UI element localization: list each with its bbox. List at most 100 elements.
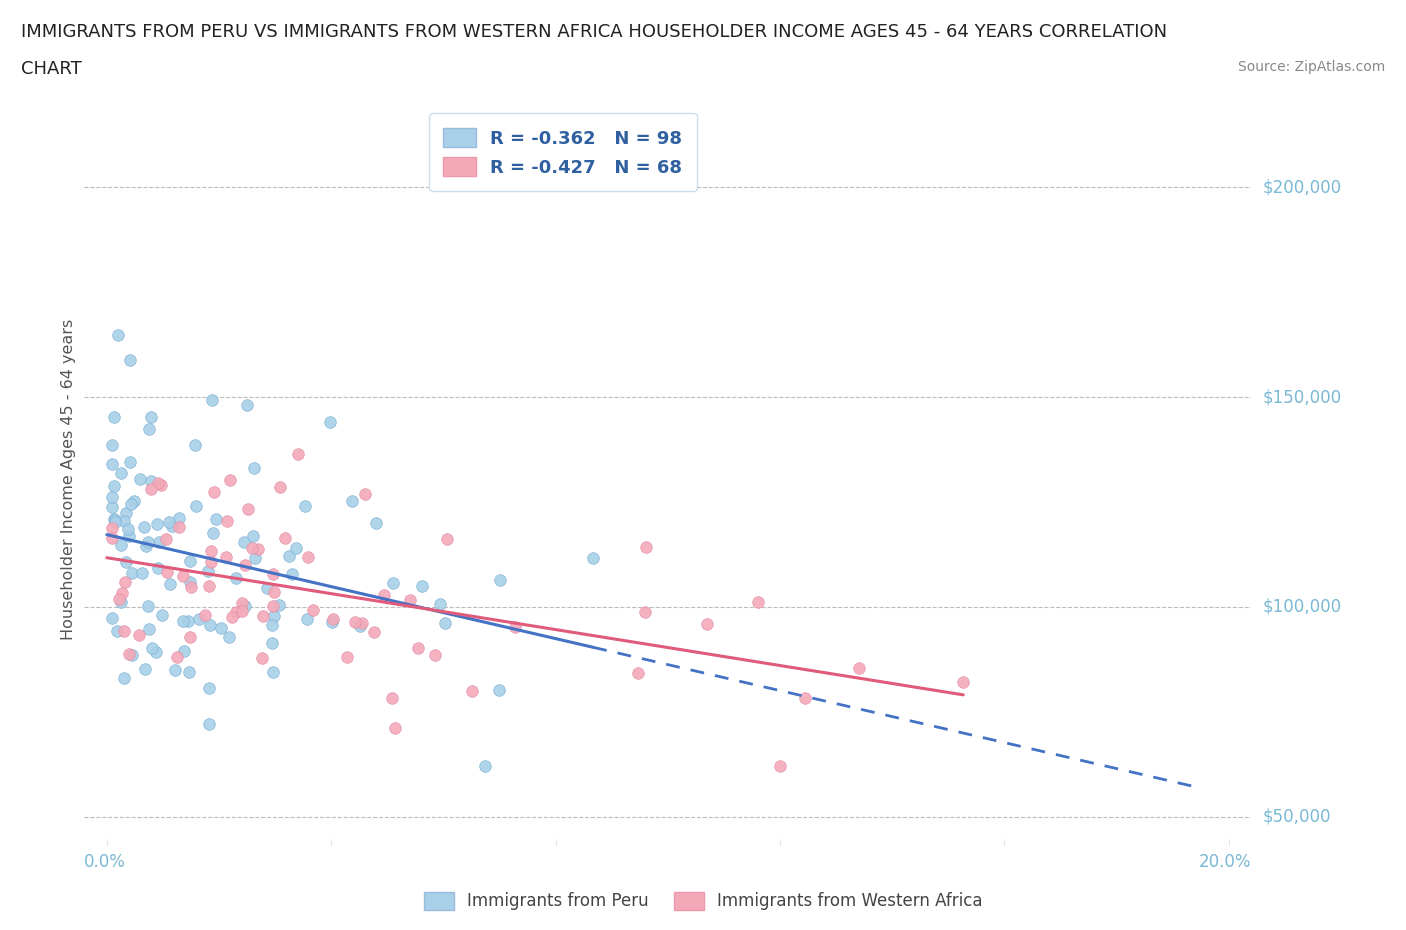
Point [179,553,201,568]
Point [114,574,136,589]
Point [252,651,274,666]
Point [243,551,266,565]
Legend: R = -0.362   N = 98, R = -0.427   N = 68: R = -0.362 N = 98, R = -0.427 N = 68 [429,113,697,191]
Point [101,489,124,504]
Point [121,565,143,580]
Point [110,466,132,481]
Point [336,649,359,664]
Point [114,554,136,569]
Text: 20.0%: 20.0% [1199,853,1251,870]
Point [101,499,124,514]
Point [180,579,202,594]
Point [114,506,136,521]
Point [101,521,124,536]
Point [110,595,132,610]
Point [297,611,319,626]
Text: CHART: CHART [21,60,82,78]
Text: $200,000: $200,000 [1263,179,1341,196]
Point [112,671,135,685]
Point [129,472,152,486]
Point [107,327,129,342]
Point [381,691,404,706]
Text: $50,000: $50,000 [1263,808,1331,826]
Point [117,646,139,661]
Point [262,567,284,582]
Point [128,628,150,643]
Point [262,665,284,680]
Point [200,555,222,570]
Point [274,531,297,546]
Point [160,518,183,533]
Point [136,535,159,550]
Point [112,624,135,639]
Point [101,437,124,452]
Point [120,497,142,512]
Point [141,482,163,497]
Point [225,571,247,586]
Point [231,595,253,610]
Point [247,542,270,557]
Point [636,540,658,555]
Point [104,514,127,529]
Point [201,392,224,407]
Point [242,528,264,543]
Point [321,615,343,630]
Point [461,684,484,699]
Point [215,550,238,565]
Point [159,577,181,591]
Point [201,525,224,540]
Point [322,611,344,626]
Point [349,618,371,633]
Point [353,486,375,501]
Point [269,480,291,495]
Point [122,494,145,509]
Point [138,621,160,636]
Point [179,630,201,644]
Point [150,607,173,622]
Point [188,612,211,627]
Point [436,532,458,547]
Point [157,514,180,529]
Point [233,598,256,613]
Point [262,598,284,613]
Point [105,623,128,638]
Point [225,604,247,619]
Point [488,683,510,698]
Point [166,649,188,664]
Point [582,551,605,565]
Point [136,598,159,613]
Point [141,640,163,655]
Point [104,512,127,527]
Point [193,607,215,622]
Point [242,541,264,556]
Point [285,540,308,555]
Point [148,534,170,549]
Point [101,457,124,472]
Point [294,498,316,513]
Point [132,520,155,535]
Point [297,550,319,565]
Point [156,565,179,579]
Point [747,594,769,609]
Point [794,690,817,705]
Point [489,573,512,588]
Point [121,647,143,662]
Point [627,666,650,681]
Point [179,574,201,589]
Point [433,616,456,631]
Point [319,414,342,429]
Point [952,675,974,690]
Point [231,604,253,618]
Point [139,410,162,425]
Point [173,644,195,658]
Point [219,472,242,487]
Point [406,641,429,656]
Point [179,664,201,679]
Point [263,609,285,624]
Point [218,630,240,644]
Point [350,616,373,631]
Point [221,610,243,625]
Point [200,544,222,559]
Point [399,592,422,607]
Point [429,596,451,611]
